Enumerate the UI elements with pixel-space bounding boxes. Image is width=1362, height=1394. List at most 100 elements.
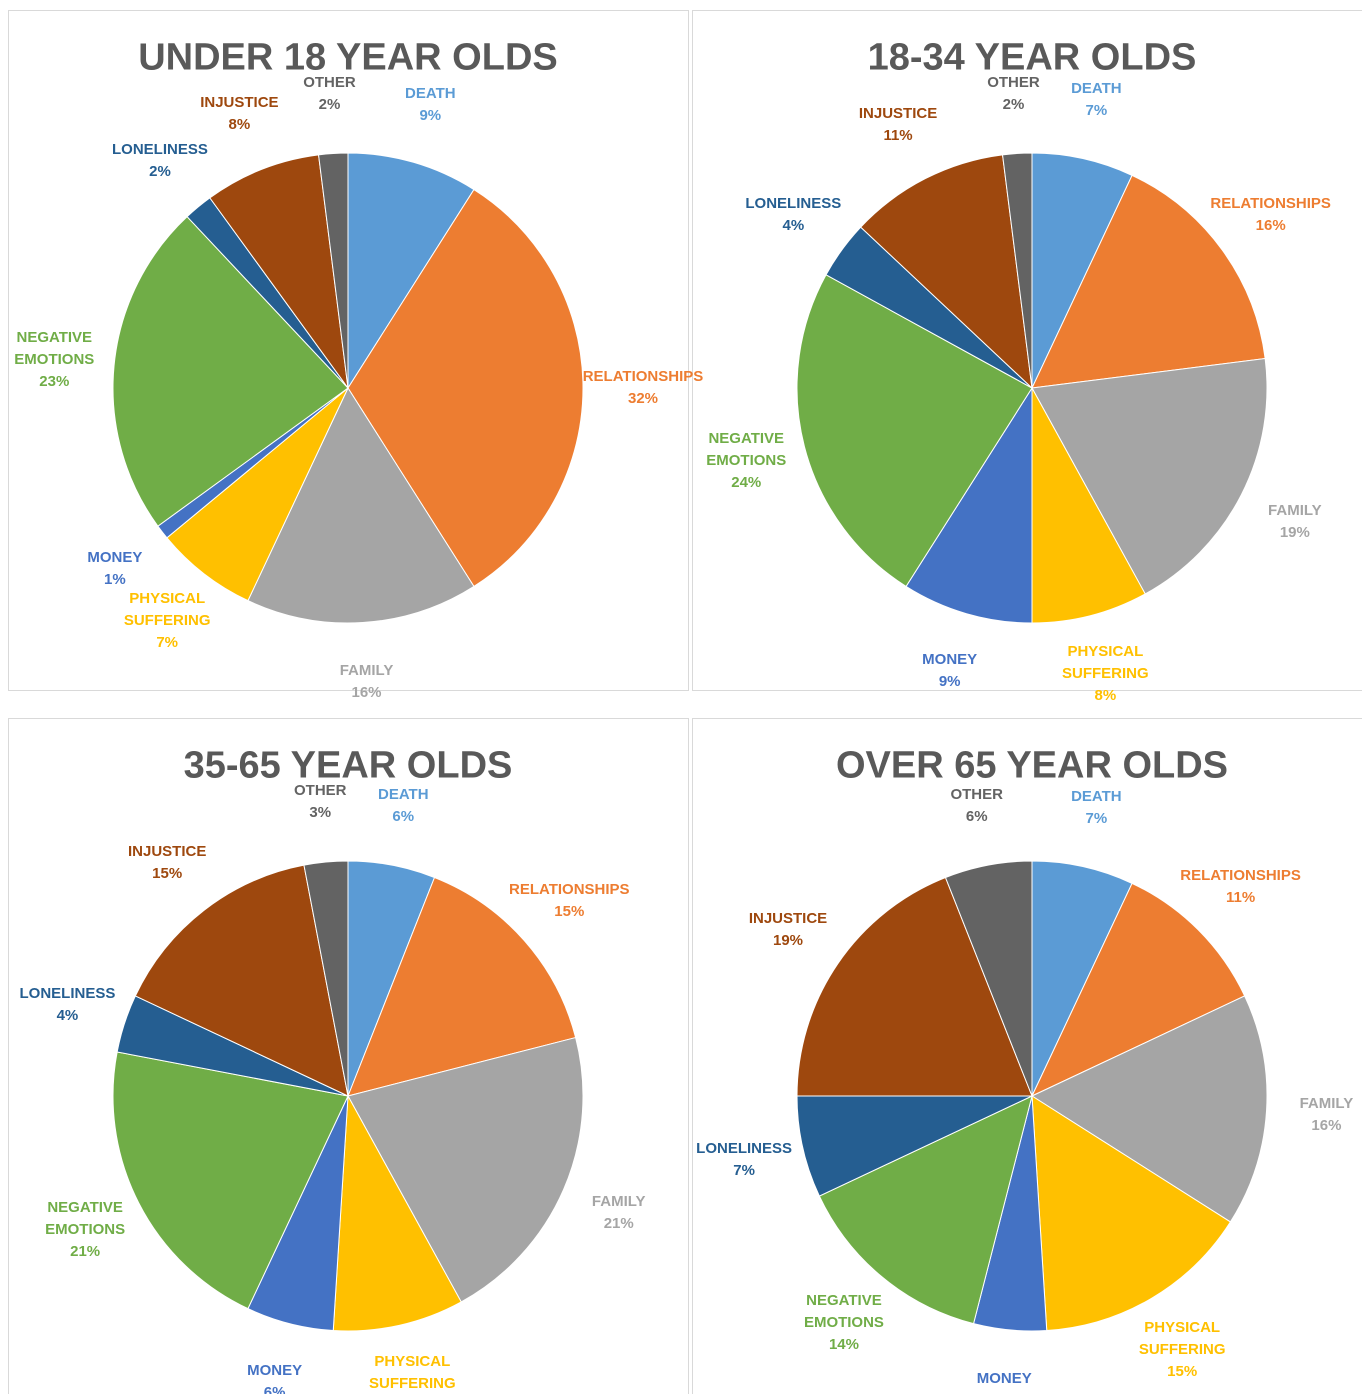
slice-label-value: 21% — [70, 1242, 101, 1260]
slice-label-value: 19% — [772, 932, 804, 950]
slice-label: FAMILY 21% — [554, 1191, 684, 1235]
slice-label-name: INJUSTICE — [858, 105, 938, 123]
pie-slice — [796, 274, 1033, 588]
slice-label: NEGATIVE EMOTIONS 23% — [0, 327, 119, 393]
slice-label-name: PHYSICAL SUFFERING — [369, 1352, 456, 1392]
panel-border — [692, 718, 1362, 1394]
slice-label-value: 16% — [1255, 216, 1286, 234]
slice-label: LONELINESS 7% — [679, 1138, 809, 1182]
slice-label: MONEY 5% — [939, 1368, 1069, 1394]
slice-label: DEATH 7% — [1031, 786, 1161, 830]
slice-label-value: 15% — [554, 902, 585, 920]
slice-label-name: RELATIONSHIPS — [1180, 867, 1301, 885]
slice-label: DEATH 6% — [338, 784, 468, 828]
chart-title: UNDER 18 YEAR OLDS — [138, 36, 558, 79]
slice-label: LONELINESS 2% — [95, 139, 225, 183]
slice-label: INJUSTICE 11% — [833, 103, 963, 147]
slice-label: RELATIONSHIPS 16% — [1206, 193, 1336, 237]
slice-label-value: 19% — [1279, 523, 1310, 541]
pie-slice — [166, 387, 349, 602]
slice-label-name: MONEY — [87, 548, 143, 566]
slice-label-name: PHYSICAL SUFFERING — [123, 590, 211, 630]
slice-label-value: 3% — [309, 804, 332, 822]
slice-label-value: 5% — [939, 1390, 1069, 1394]
chart-title: 18-34 YEAR OLDS — [867, 36, 1197, 79]
slice-label-value: 11% — [883, 127, 913, 145]
slice-label: NEGATIVE EMOTIONS 14% — [779, 1290, 909, 1356]
pie-slice — [1031, 152, 1133, 389]
slice-label-name: MONEY — [922, 651, 978, 669]
pie-slice — [112, 215, 349, 527]
slice-label: OTHER 2% — [264, 72, 394, 116]
pie-slice — [796, 876, 1033, 1097]
pie-slice — [1031, 174, 1266, 389]
slice-label-name: LONELINESS — [696, 1140, 793, 1158]
slice-label: OTHER 2% — [948, 72, 1078, 116]
slice-label: RELATIONSHIPS 15% — [504, 879, 634, 923]
slice-label-value: 15% — [1167, 1362, 1198, 1380]
slice-label: DEATH 7% — [1031, 78, 1161, 122]
slice-label-value: 16% — [351, 684, 382, 702]
slice-label-value: 32% — [627, 390, 659, 407]
slice-label-value: 6% — [392, 808, 415, 826]
slice-label-value: 2% — [1002, 95, 1025, 113]
slice-label: MONEY 9% — [885, 649, 1015, 693]
slice-label: LONELINESS 4% — [728, 193, 858, 237]
pie-slice — [347, 876, 577, 1097]
slice-label-name: OTHER — [987, 73, 1040, 91]
slice-label-value: 7% — [733, 1162, 755, 1180]
slice-label: NEGATIVE EMOTIONS 21% — [20, 1197, 150, 1263]
pie-slice — [303, 860, 349, 1097]
slice-label-name: DEATH — [405, 84, 456, 102]
slice-label-name: OTHER — [303, 73, 356, 91]
slice-label: OTHER 6% — [912, 784, 1042, 828]
pie-slice — [1031, 860, 1133, 1097]
slice-label-name: OTHER — [293, 782, 347, 800]
pie-slice — [1031, 387, 1146, 624]
chart-title: 35-65 YEAR OLDS — [183, 744, 513, 787]
pie-slice — [112, 1051, 349, 1310]
slice-label-name: RELATIONSHIPS — [508, 880, 630, 898]
slice-label: INJUSTICE 8% — [174, 92, 304, 136]
slice-label-name: PHYSICAL SUFFERING — [1062, 642, 1149, 682]
pie-slice — [347, 1036, 584, 1303]
slice-label-value: 1% — [104, 570, 126, 588]
slice-label-value: 6% — [965, 808, 988, 826]
pie-slice — [818, 1095, 1033, 1325]
pie-slice — [859, 154, 1033, 390]
slice-label-value: 2% — [318, 95, 341, 113]
slice-label-name: FAMILY — [1299, 1094, 1354, 1112]
slice-label-value: 15% — [152, 864, 183, 882]
slice-label-value: 16% — [1311, 1116, 1342, 1134]
slice-label-value: 8% — [228, 115, 251, 133]
slice-label-value: 9% — [419, 106, 442, 124]
slice-label-value: 2% — [149, 162, 171, 180]
slice-label: PHYSICAL SUFFERING 15% — [1117, 1317, 1247, 1383]
slice-label: LONELINESS 4% — [2, 983, 132, 1027]
slice-label: RELATIONSHIPS 32% — [578, 366, 708, 410]
slice-label-name: NEGATIVE EMOTIONS — [45, 1198, 126, 1238]
slice-label-name: NEGATIVE EMOTIONS — [803, 1292, 884, 1332]
slice-label-name: LONELINESS — [745, 194, 842, 212]
slice-label: MONEY 6% — [210, 1360, 340, 1394]
slice-label-name: FAMILY — [339, 662, 394, 680]
panel-border — [692, 10, 1362, 691]
pie-slice — [1031, 1095, 1232, 1332]
pie-slice — [347, 188, 584, 588]
slice-label: INJUSTICE 19% — [723, 908, 853, 952]
pie-slice — [1030, 995, 1268, 1223]
slice-label-name: FAMILY — [1268, 501, 1322, 519]
pie-slice — [796, 1095, 1033, 1197]
slice-label-name: RELATIONSHIPS — [582, 368, 704, 385]
slice-label-value: 8% — [1094, 686, 1117, 704]
pie-slice — [1001, 152, 1033, 389]
slice-label-name: INJUSTICE — [128, 842, 207, 860]
slice-label-name: NEGATIVE EMOTIONS — [14, 329, 95, 369]
slice-label-value: 7% — [1085, 102, 1108, 120]
slice-label-name: INJUSTICE — [200, 93, 279, 111]
slice-label-value: 7% — [1085, 810, 1108, 828]
slice-label-value: 4% — [56, 1006, 79, 1024]
pie-slice — [247, 386, 475, 624]
